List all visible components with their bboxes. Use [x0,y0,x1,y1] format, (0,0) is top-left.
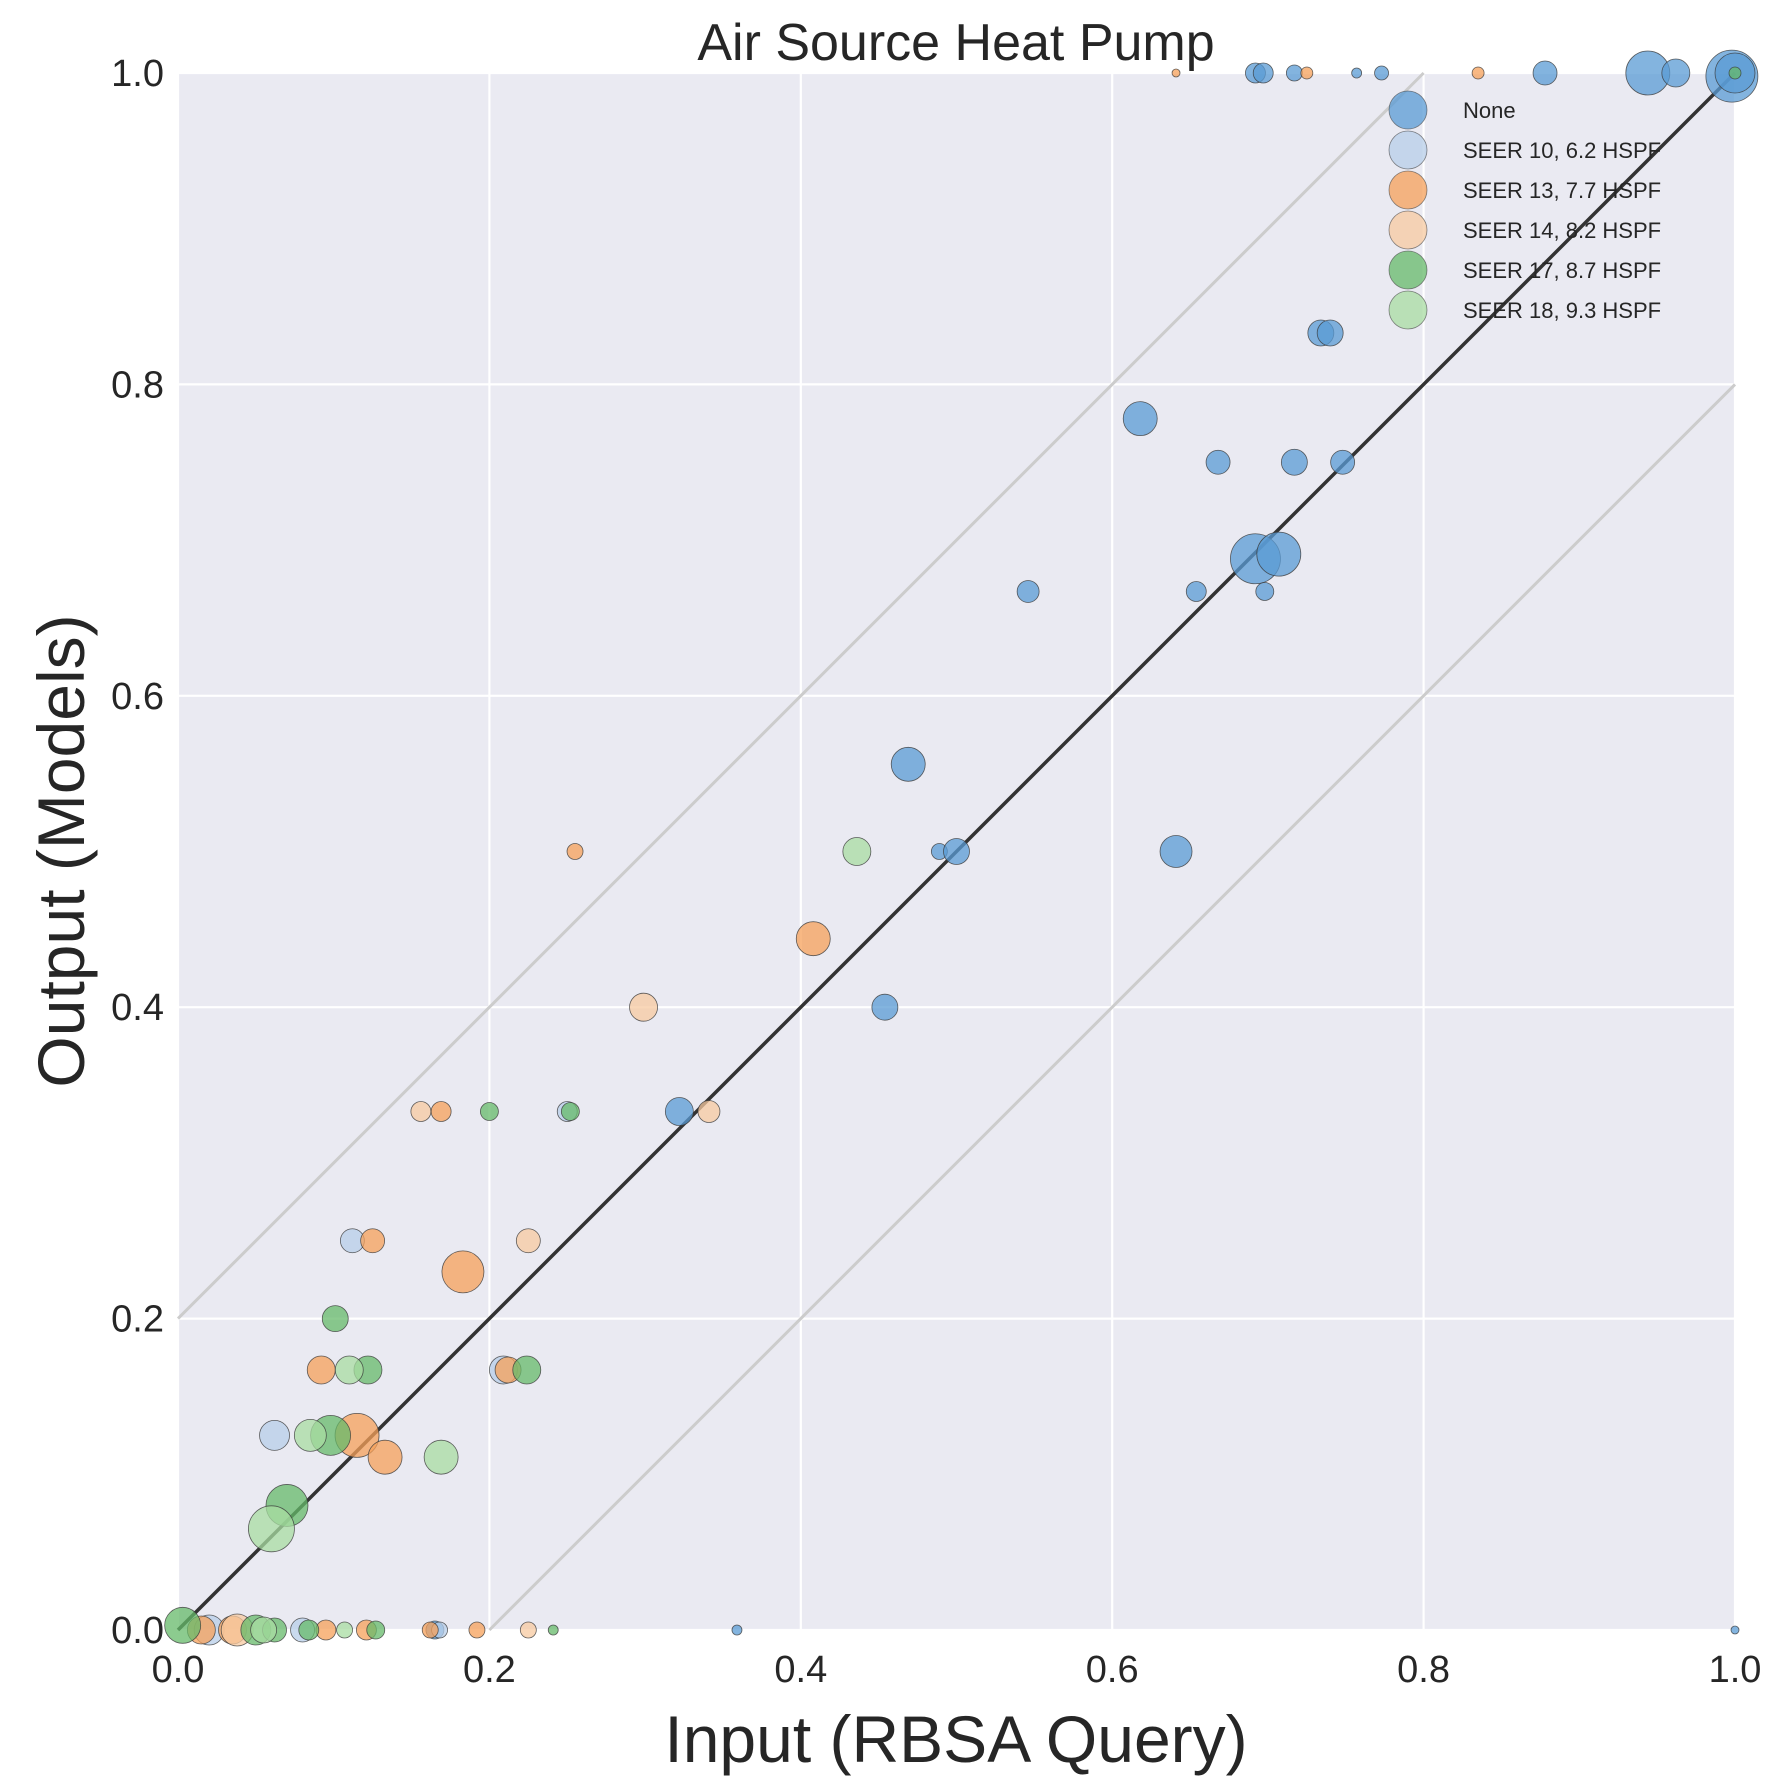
y-axis-label: Output (Models) [24,614,98,1087]
point-series-0-21 [890,746,926,782]
point-series-0-3 [1351,67,1363,79]
x-tick-label-4: 0.8 [1397,1649,1450,1691]
point-series-2-16 [421,1621,439,1639]
x-tick-label-0: 0.0 [152,1649,205,1691]
band-line-2 [488,383,1737,1632]
legend-marker-4 [1388,250,1428,290]
point-series-0-13 [1205,449,1231,475]
point-series-0-25 [871,993,899,1021]
legend: None SEER 10, 6.2 HSPF SEER 13, 7.7 HSPF SE… [1388,90,1661,330]
legend-marker-3 [1388,210,1428,250]
point-series-2-4 [795,921,831,957]
tick-labels: 0.0 0.2 0.4 0.6 0.8 1.0 0.0 0.2 0.4 0.6 0.8 1.0 [111,53,1761,1691]
point-series-0-24 [1159,835,1193,868]
point-series-0-7 [1661,58,1691,88]
chart-title: Air Source Heat Pump [697,14,1214,72]
point-series-0-12 [1122,401,1158,437]
point-series-4-12 [366,1620,386,1640]
y-tick-label-5: 1.0 [111,53,164,95]
legend-label-4: SEER 17, 8.7 HSPF [1463,258,1661,283]
y-tick-label-3: 0.6 [111,676,164,718]
x-tick-label-1: 0.2 [463,1649,516,1691]
point-series-5-2 [293,1418,327,1452]
legend-marker-1 [1388,130,1428,170]
point-series-0-18 [1016,580,1040,603]
point-series-2-3 [566,843,584,860]
point-series-5-1 [334,1355,364,1385]
point-series-2-8 [306,1355,336,1385]
point-series-0-26 [664,1097,694,1126]
legend-label-1: SEER 10, 6.2 HSPF [1463,138,1661,163]
point-series-3-1 [410,1101,432,1122]
point-series-2-17 [468,1621,486,1639]
y-tick-label-2: 0.4 [111,987,164,1029]
legend-marker-0 [1388,90,1428,130]
point-series-4-3 [321,1305,349,1332]
point-series-4-2 [560,1102,580,1121]
point-series-5-3 [423,1439,459,1475]
point-series-4-5 [512,1355,542,1385]
legend-label-5: SEER 18, 9.3 HSPF [1463,298,1661,323]
point-series-5-5 [250,1616,278,1644]
point-series-2-6 [360,1228,386,1254]
point-series-5-6 [336,1621,353,1639]
data-points [164,49,1759,1647]
point-series-2-5 [430,1101,452,1122]
point-series-4-0 [1728,66,1742,80]
y-tick-label-1: 0.2 [111,1299,164,1341]
point-series-2-7 [441,1250,485,1294]
point-series-4-11 [298,1619,320,1641]
point-series-3-5 [519,1621,537,1639]
x-tick-label-3: 0.6 [1086,1649,1139,1691]
point-series-0-1 [1252,62,1274,84]
point-series-2-0 [1171,68,1181,78]
grid [176,71,1737,1632]
point-series-0-28 [731,1624,743,1636]
point-series-2-1 [1300,66,1314,80]
point-series-0-2 [1285,64,1303,82]
point-series-0-17 [1256,531,1302,577]
point-series-0-23 [943,838,970,865]
point-series-5-0 [842,837,872,866]
legend-marker-5 [1388,290,1428,330]
point-series-0-4 [1374,65,1389,81]
point-series-4-8 [164,1606,202,1644]
point-series-0-14 [1280,448,1308,476]
point-series-4-13 [547,1624,559,1636]
point-series-5-4 [248,1505,295,1553]
legend-marker-2 [1388,170,1428,210]
legend-label-0: None [1463,98,1516,123]
point-series-3-0 [629,992,658,1022]
point-series-0-29 [1730,1625,1740,1635]
point-series-3-2 [697,1100,721,1123]
point-series-2-11 [367,1439,403,1475]
point-series-0-5 [1532,60,1558,86]
x-tick-label-2: 0.4 [774,1649,827,1691]
point-series-3-3 [515,1228,541,1254]
x-axis-label: Input (RBSA Query) [664,1702,1247,1776]
y-tick-label-0: 0.0 [111,1610,164,1652]
band-line-1 [176,71,1425,1320]
point-series-0-19 [1185,581,1207,602]
legend-label-2: SEER 13, 7.7 HSPF [1463,178,1661,203]
y-tick-label-4: 0.8 [111,364,164,406]
x-tick-label-5: 1.0 [1709,1649,1762,1691]
legend-label-3: SEER 14, 8.2 HSPF [1463,218,1661,243]
point-series-4-1 [479,1102,499,1121]
point-series-2-2 [1471,66,1485,80]
point-series-0-11 [1316,319,1344,347]
point-series-0-15 [1330,449,1356,475]
point-series-1-2 [259,1419,290,1451]
point-series-0-20 [1255,582,1275,601]
